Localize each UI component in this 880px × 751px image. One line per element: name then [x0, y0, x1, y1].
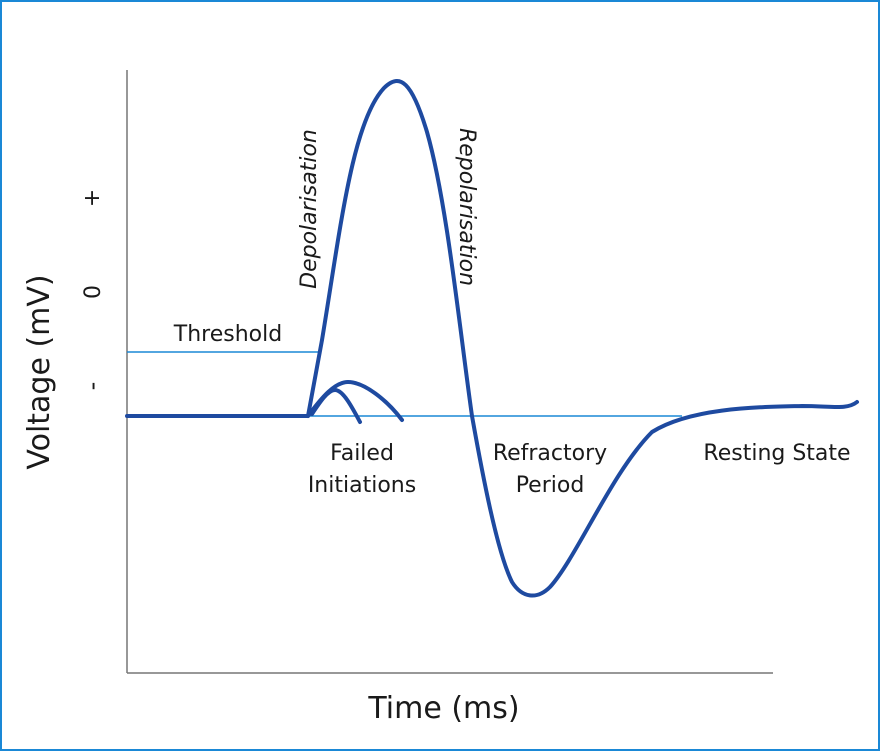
action-potential-curve [125, 79, 859, 598]
refractory-period-label-line2: Period [516, 473, 585, 498]
y-mark-plus: + [80, 189, 105, 207]
failed-initiations-label-line2: Initiations [308, 473, 416, 498]
resting-state-label: Resting State [703, 441, 850, 466]
refractory-period-label-line1: Refractory [493, 441, 607, 466]
threshold-label: Threshold [173, 322, 282, 347]
failed-initiations-label-line1: Failed [330, 441, 394, 466]
y-mark-minus: - [78, 382, 106, 391]
depolarisation-label: Depolarisation [297, 129, 322, 289]
x-axis-label: Time (ms) [367, 691, 519, 726]
failed-initiation-curve-small [310, 387, 362, 424]
y-axis-label: Voltage (mV) [22, 274, 57, 469]
repolarisation-label: Repolarisation [454, 128, 479, 286]
y-mark-zero: 0 [81, 285, 106, 299]
